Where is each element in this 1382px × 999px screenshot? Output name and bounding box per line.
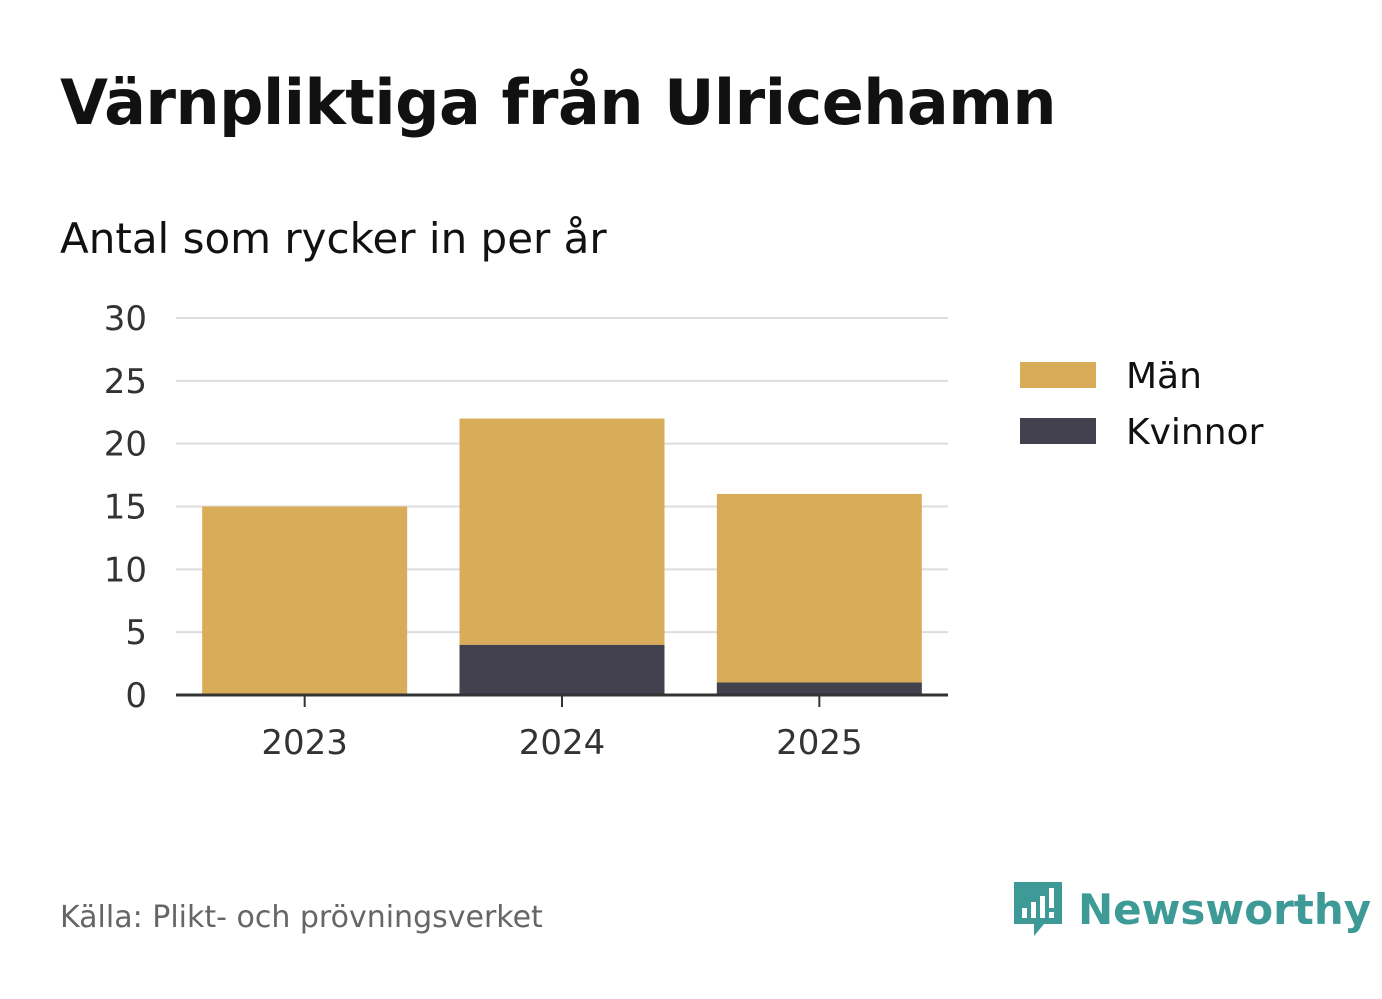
chart-title: Värnpliktiga från Ulricehamn [60, 66, 1057, 139]
x-tick-label: 2024 [519, 723, 606, 763]
x-axis-tick-labels: 2023 2024 2025 [261, 723, 862, 763]
x-tick-label: 2023 [261, 723, 348, 763]
y-tick-label: 30 [104, 299, 147, 339]
y-tick-label: 0 [125, 676, 147, 716]
legend-swatch-kvinnor [1020, 418, 1096, 444]
source-note: Källa: Plikt- och prövningsverket [60, 900, 543, 935]
y-tick-label: 5 [125, 613, 147, 653]
bar-kvinnor-2024 [459, 644, 665, 695]
legend-label-män: Män [1126, 356, 1202, 397]
y-axis-tick-labels: 0 5 10 15 20 25 30 [104, 299, 147, 716]
bar-kvinnor-2025 [716, 682, 922, 695]
bars [202, 418, 922, 695]
bar-män-2024 [459, 418, 665, 645]
y-tick-label: 25 [104, 362, 147, 402]
x-axis [176, 693, 948, 707]
y-tick-label: 15 [104, 488, 147, 528]
bar-män-2025 [716, 493, 922, 683]
x-tick-label: 2025 [776, 723, 863, 763]
y-tick-label: 10 [104, 550, 147, 590]
legend: Män Kvinnor [1020, 356, 1264, 453]
brand-logo: Newsworthy [1010, 878, 1371, 940]
legend-label-kvinnor: Kvinnor [1126, 412, 1264, 453]
legend-swatch-män [1020, 362, 1096, 388]
bar-män-2023 [202, 506, 408, 695]
y-tick-label: 20 [104, 425, 147, 465]
newsworthy-logo-icon [1014, 882, 1062, 936]
chart-subtitle: Antal som rycker in per år [60, 214, 607, 263]
brand-name: Newsworthy [1078, 884, 1372, 934]
